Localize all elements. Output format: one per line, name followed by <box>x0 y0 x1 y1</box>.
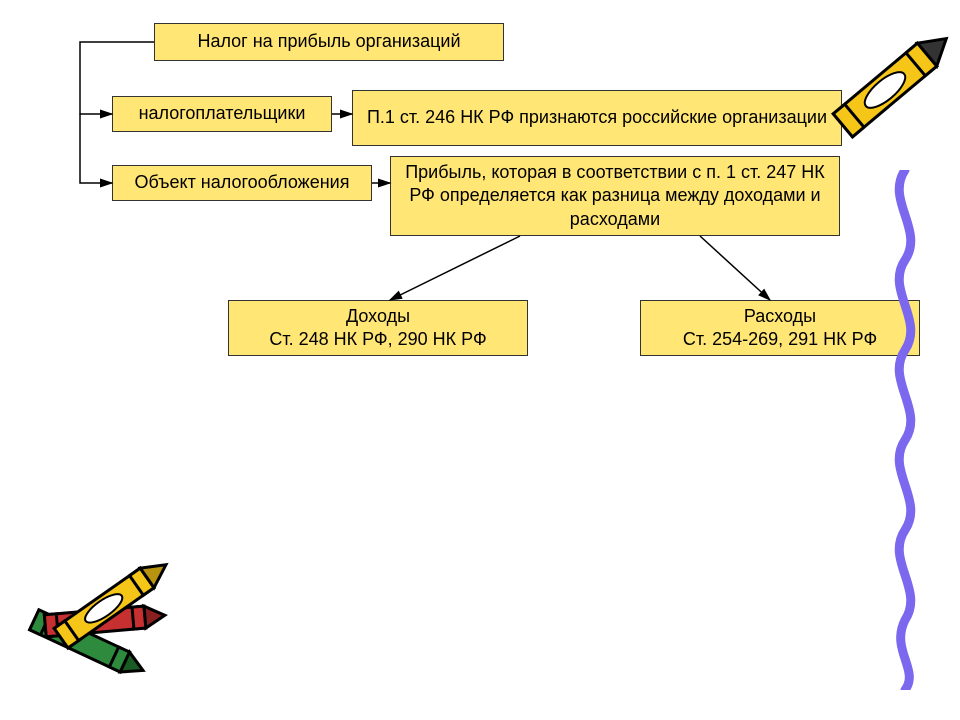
node-taxpayers-label: налогоплательщики <box>139 102 306 125</box>
node-expenses-label: РасходыСт. 254-269, 291 НК РФ <box>683 305 877 352</box>
node-root-label: Налог на прибыль организаций <box>197 30 460 53</box>
node-income: ДоходыСт. 248 НК РФ, 290 НК РФ <box>228 300 528 356</box>
node-taxpayers: налогоплательщики <box>112 96 332 132</box>
squiggle-decoration <box>875 170 935 690</box>
node-object: Объект налогообложения <box>112 165 372 201</box>
node-object-desc: Прибыль, которая в соответствии с п. 1 с… <box>390 156 840 236</box>
crayon-decoration-bottom-left <box>20 550 190 700</box>
node-root: Налог на прибыль организаций <box>154 23 504 61</box>
node-object-desc-label: Прибыль, которая в соответствии с п. 1 с… <box>399 161 831 231</box>
node-taxpayers-desc-label: П.1 ст. 246 НК РФ признаются российские … <box>367 106 827 129</box>
crayon-decoration-top-right <box>800 5 960 175</box>
node-object-label: Объект налогообложения <box>135 171 350 194</box>
node-income-label: ДоходыСт. 248 НК РФ, 290 НК РФ <box>269 305 486 352</box>
node-taxpayers-desc: П.1 ст. 246 НК РФ признаются российские … <box>352 90 842 146</box>
